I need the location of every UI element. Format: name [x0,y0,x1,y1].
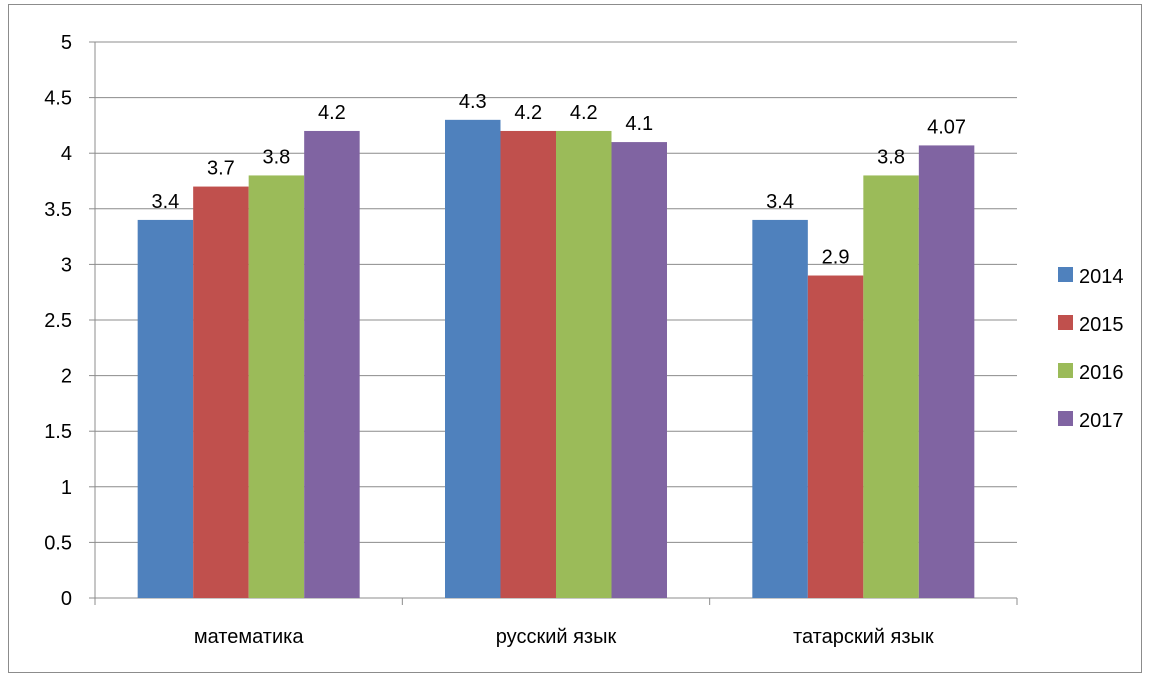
y-tick-label: 0 [61,588,72,610]
data-label: 4.2 [514,102,542,124]
data-label: 4.2 [570,102,598,124]
data-labels: 3.4 4.3 3.4 3.7 4.2 2.9 3.8 4.2 3.8 4.2 4.1 4.07 [152,91,967,269]
bar-2017-1 [304,130,360,598]
data-label: 3.7 [207,158,235,180]
data-label: 3.8 [877,146,905,168]
y-tick-label: 3 [61,254,72,276]
legend-label: 2017 [1079,410,1124,432]
y-tick-label: 2 [61,366,72,388]
legend-swatch [1058,411,1073,426]
data-label: 4.2 [318,102,346,124]
bar-2016-3 [863,175,919,598]
y-tick-label: 4 [61,143,72,165]
legend-swatch [1058,267,1073,282]
data-label: 4.3 [459,91,487,113]
y-tick-label: 4.5 [44,88,72,110]
y-tick-label: 0.5 [44,532,72,554]
data-label: 4.1 [625,113,653,135]
y-tick-label: 1.5 [44,421,72,443]
axes: 0 0.5 1 1.5 2 2.5 3 3.5 4 4.5 5 математика русский я… [44,32,1018,648]
legend-label: 2016 [1079,362,1124,384]
y-tick-label: 3.5 [44,199,72,221]
x-category-label: татарский язык [793,626,934,648]
x-category-label: русский язык [496,626,617,648]
bar-2014-2 [445,119,501,598]
bars [137,119,975,599]
legend-swatch [1058,315,1073,330]
bar-2014-1 [137,219,194,599]
bar-2015-2 [500,130,556,598]
bar-2015-1 [193,186,249,598]
legend-swatch [1058,363,1073,378]
y-tick-label: 1 [61,477,72,499]
data-label: 3.8 [263,146,291,168]
data-label: 3.4 [766,191,794,213]
data-label: 4.07 [927,116,966,138]
bar-2016-1 [248,175,305,598]
legend-label: 2014 [1079,266,1124,288]
data-label: 2.9 [822,247,850,269]
bar-2014-3 [752,219,808,599]
x-category-label: математика [194,626,304,648]
data-label: 3.4 [152,191,180,213]
legend: 2014 2015 2016 2017 [1058,266,1124,432]
y-tick-label: 5 [61,32,72,54]
y-tick-label: 2.5 [44,310,72,332]
bar-2015-3 [807,275,864,598]
bar-2017-2 [611,142,667,598]
bar-2017-3 [918,145,975,598]
legend-label: 2015 [1079,314,1124,336]
bar-2016-2 [556,130,612,598]
